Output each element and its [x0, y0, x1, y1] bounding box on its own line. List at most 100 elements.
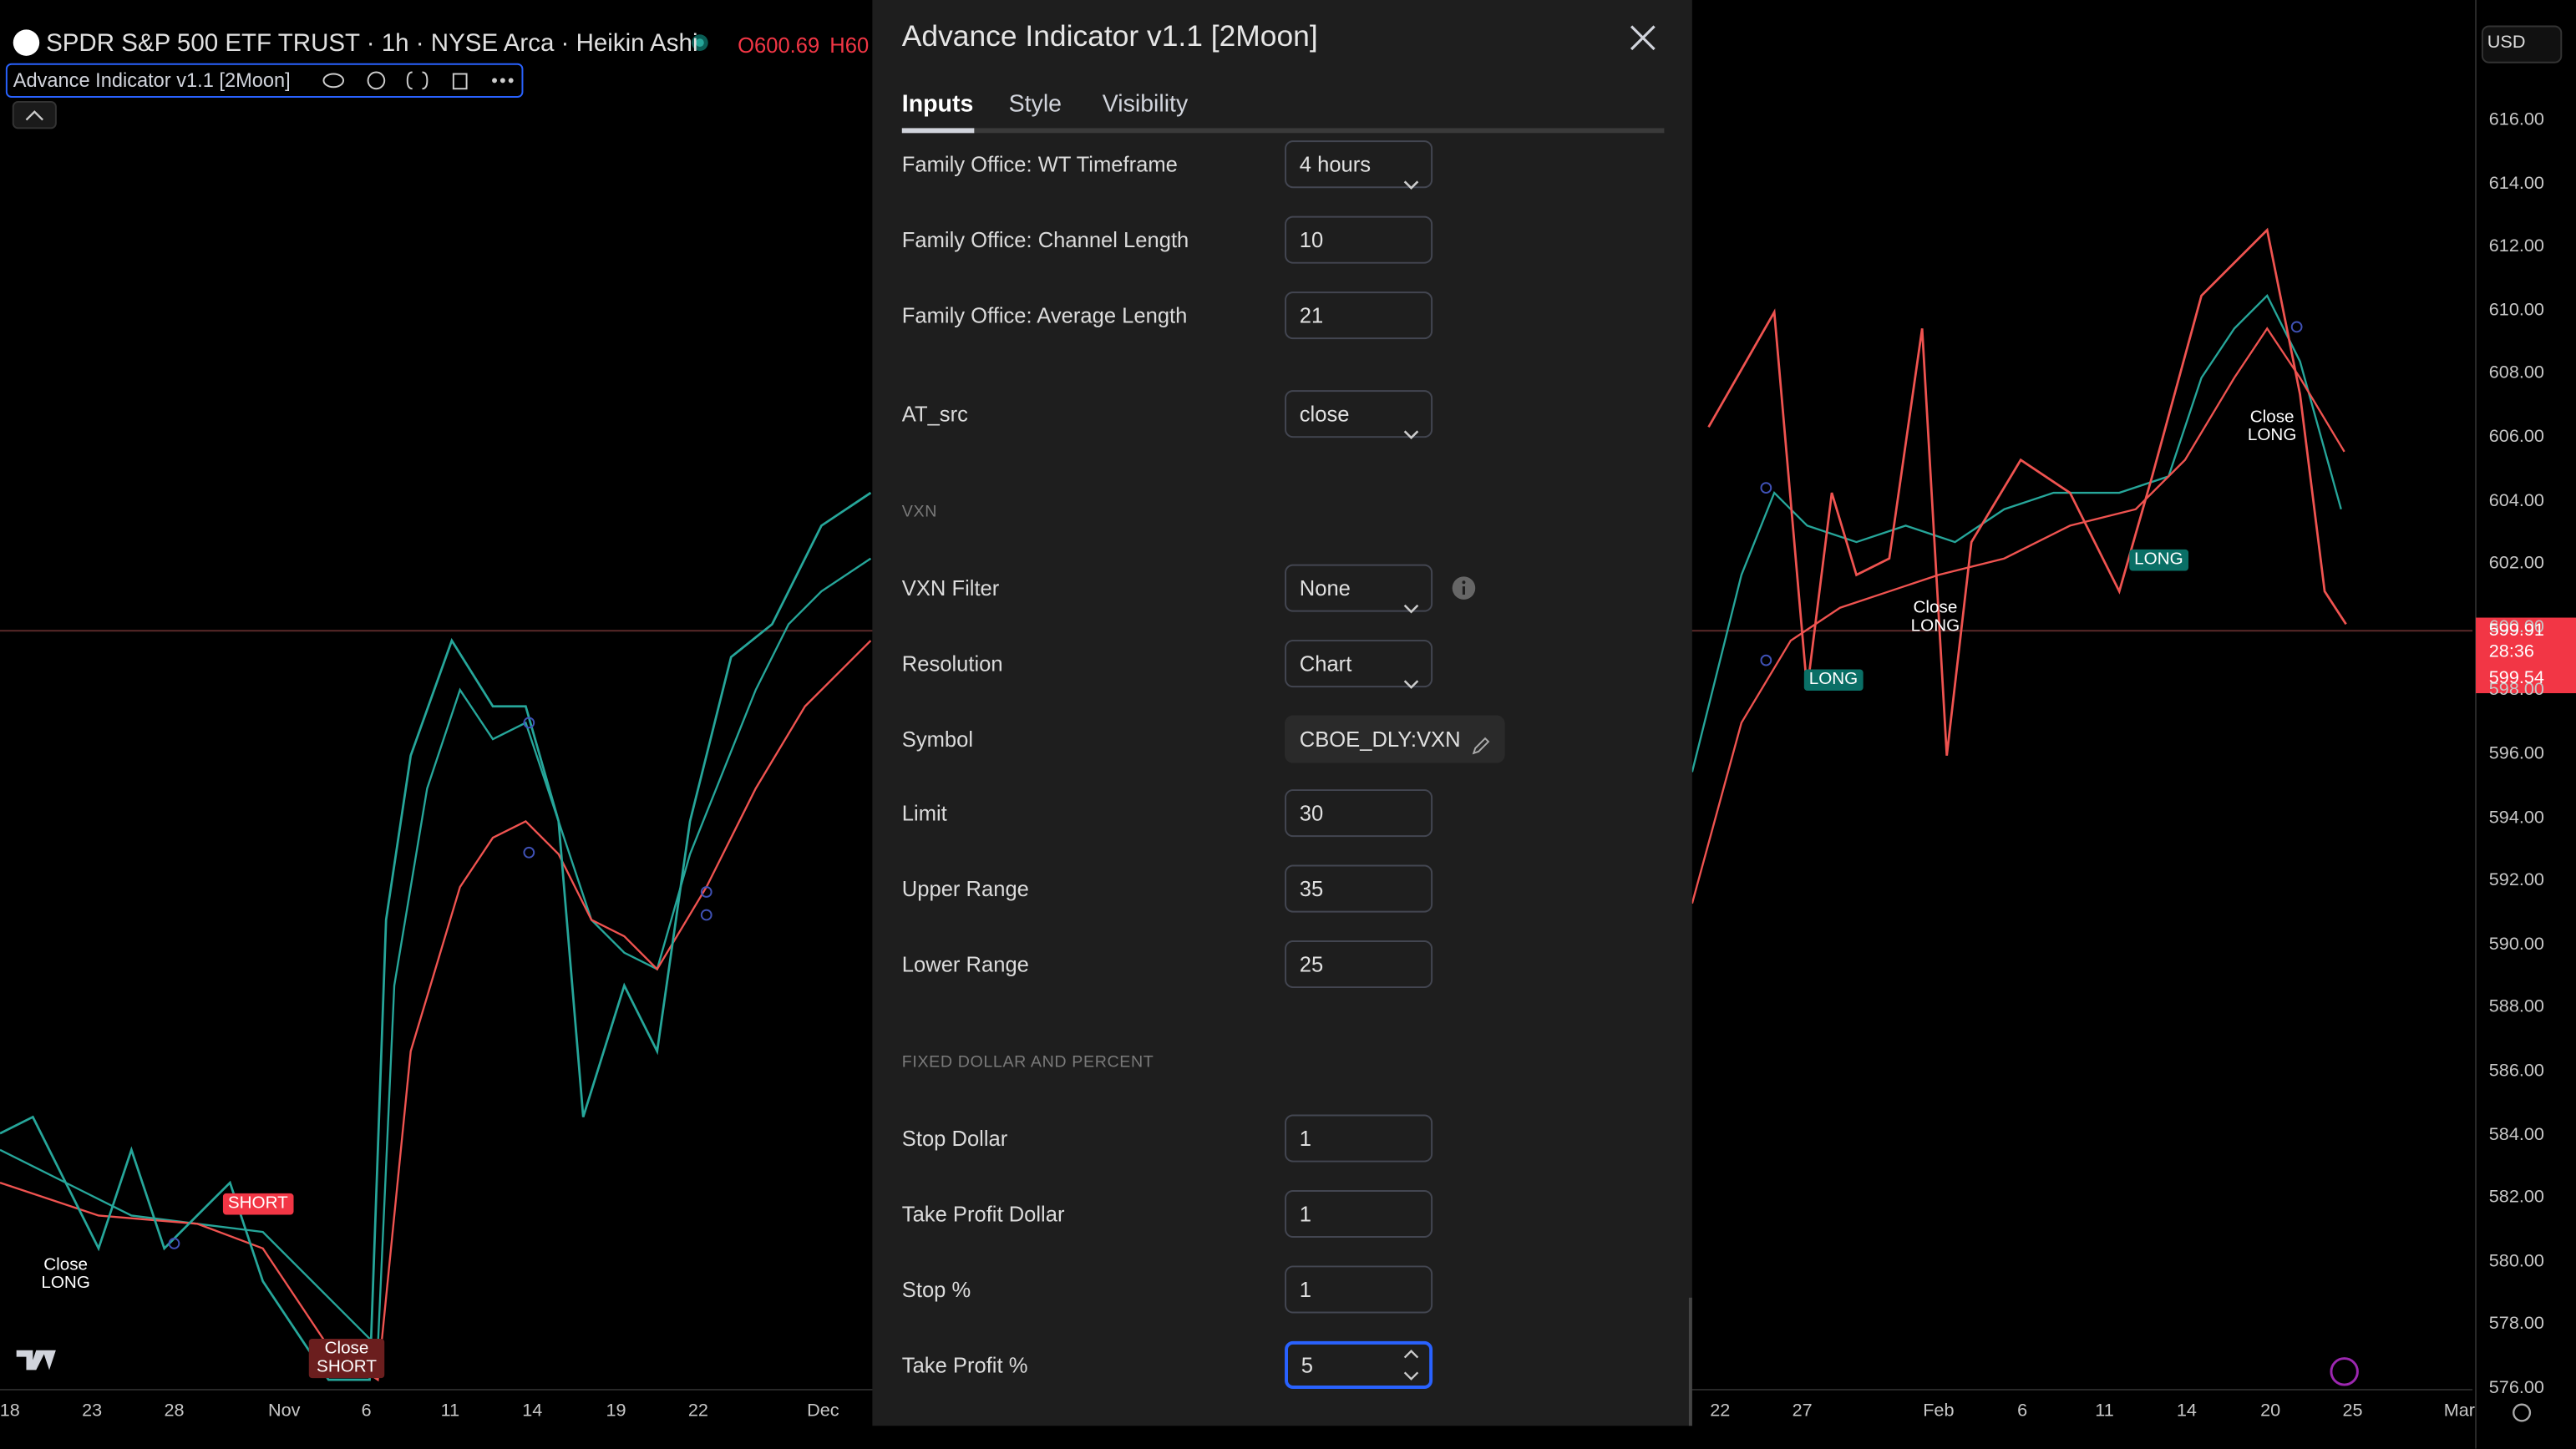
- field-value: 21: [1299, 302, 1324, 328]
- field-label: Lower Range: [901, 951, 1029, 977]
- signal-label: SHORT: [222, 1193, 293, 1215]
- chevron: [1403, 160, 1420, 205]
- price-tick-label: 580.00: [2488, 1251, 2544, 1271]
- field-value: 1: [1299, 1126, 1311, 1151]
- tab[interactable]: Visibility: [1102, 92, 1189, 119]
- price-tick-label: 606.00: [2488, 427, 2544, 447]
- field-value: 4 hours: [1299, 151, 1372, 177]
- settings-dialog: Advance Indicator v1.1 [2Moon] Inputs Styl…: [872, 0, 1692, 1426]
- time-tick-label: Feb: [1923, 1401, 1955, 1421]
- time-tick-label: 25: [2342, 1401, 2363, 1421]
- field-value: 30: [1299, 800, 1324, 826]
- currency-button[interactable]: USD: [2487, 33, 2526, 53]
- text-input[interactable]: 30: [1285, 789, 1433, 838]
- text-input[interactable]: 5: [1285, 1340, 1433, 1389]
- signal-label: Close LONG: [2247, 407, 2297, 446]
- price-tick-label: 594.00: [2488, 807, 2544, 828]
- edit-icon: [1470, 727, 1490, 771]
- time-tick-label: 14: [2176, 1401, 2197, 1421]
- time-tick-label: 22: [687, 1401, 708, 1421]
- price-tick-label: 590.00: [2488, 934, 2544, 955]
- price-tick-label: 610.00: [2488, 300, 2544, 321]
- price-tick-label: 602.00: [2488, 554, 2544, 574]
- price-tick-label: 588.00: [2488, 997, 2544, 1018]
- price-tick-label: 612.00: [2488, 236, 2544, 257]
- chevron: [1403, 584, 1420, 628]
- time-tick-label: 14: [522, 1401, 543, 1421]
- price-tick-label: 576.00: [2488, 1378, 2544, 1398]
- text-input[interactable]: 25: [1285, 940, 1433, 989]
- time-tick-label: 20: [2260, 1401, 2281, 1421]
- text-input[interactable]: 35: [1285, 864, 1433, 913]
- bid-price: 599.54: [2488, 668, 2544, 689]
- time-tick-label: 23: [82, 1401, 103, 1421]
- price-tick-label: 586.00: [2488, 1061, 2544, 1082]
- field-value: 35: [1299, 876, 1324, 901]
- dropdown[interactable]: Chart: [1285, 640, 1433, 689]
- field-value: CBOE_DLY:VXN: [1299, 727, 1461, 752]
- text-input[interactable]: 10: [1285, 215, 1433, 264]
- price-tick-label: 596.00: [2488, 743, 2544, 764]
- field-label: Stop Dollar: [901, 1126, 1008, 1151]
- close-button[interactable]: [1628, 23, 1657, 53]
- price-tick-label: 608.00: [2488, 363, 2544, 384]
- indicator-icons: [321, 68, 518, 102]
- spinner: [1403, 1348, 1420, 1397]
- time-tick-label: 27: [1792, 1401, 1813, 1421]
- price-tick-label: 598.00: [2488, 681, 2544, 701]
- dropdown[interactable]: None: [1285, 564, 1433, 614]
- time-tick-label: 19: [606, 1401, 626, 1421]
- time-tick-label: 6: [2017, 1401, 2028, 1421]
- price-tick-label: 604.00: [2488, 490, 2544, 510]
- time-tick-label: 18: [0, 1401, 20, 1421]
- field-label: Upper Range: [901, 876, 1029, 901]
- time-tick-label: 6: [361, 1401, 372, 1421]
- tab-indicator: [901, 128, 975, 134]
- field-value: Chart: [1299, 651, 1352, 676]
- field-value: close: [1299, 401, 1350, 427]
- section-header: VXN: [901, 503, 938, 522]
- field-label: Family Office: Channel Length: [901, 227, 1189, 252]
- field-value: 25: [1299, 951, 1324, 977]
- scrollbar: [1688, 1297, 1692, 1426]
- field-value: 1: [1299, 1277, 1311, 1302]
- tab[interactable]: Style: [1008, 92, 1062, 119]
- price-tick-label: 582.00: [2488, 1188, 2544, 1208]
- text-input[interactable]: 1: [1285, 1114, 1433, 1163]
- text-input[interactable]: 1: [1285, 1189, 1433, 1239]
- time-tick-label: Nov: [268, 1401, 301, 1421]
- field-value: 10: [1299, 227, 1324, 252]
- field-label: AT_src: [901, 401, 968, 427]
- info-icon: [1451, 575, 1477, 609]
- field-label: Take Profit Dollar: [901, 1201, 1065, 1227]
- last-price: 599.91: [2488, 621, 2544, 641]
- signal-label: Close LONG: [1910, 597, 1960, 636]
- price-tick-label: 600.00: [2488, 617, 2544, 637]
- dialog-title: Advance Indicator v1.1 [2Moon]: [901, 19, 1318, 53]
- tab[interactable]: Inputs: [901, 92, 974, 119]
- text-input[interactable]: CBOE_DLY:VXN: [1285, 715, 1505, 763]
- field-label: Limit: [901, 800, 947, 826]
- time-tick-label: 11: [440, 1401, 460, 1421]
- field-label: VXN Filter: [901, 575, 1000, 600]
- field-value: 5: [1301, 1352, 1313, 1378]
- field-label: Stop %: [901, 1277, 971, 1302]
- field-value: 1: [1299, 1201, 1311, 1227]
- dropdown[interactable]: 4 hours: [1285, 140, 1433, 190]
- field-label: Family Office: Average Length: [901, 302, 1188, 328]
- text-input[interactable]: 21: [1285, 291, 1433, 340]
- time-tick-label: 28: [164, 1401, 185, 1421]
- chevron: [1403, 410, 1420, 454]
- price-tick-label: 614.00: [2488, 173, 2544, 194]
- signal-label: LONG: [1803, 669, 1864, 692]
- open-price: O600.69: [738, 33, 820, 58]
- tab-rail: [901, 128, 1665, 134]
- dropdown[interactable]: close: [1285, 390, 1433, 439]
- signal-label: LONG: [2129, 549, 2188, 571]
- signal-label: Close SHORT: [308, 1338, 385, 1379]
- text-input[interactable]: 1: [1285, 1265, 1433, 1314]
- high-price: H60: [829, 33, 870, 58]
